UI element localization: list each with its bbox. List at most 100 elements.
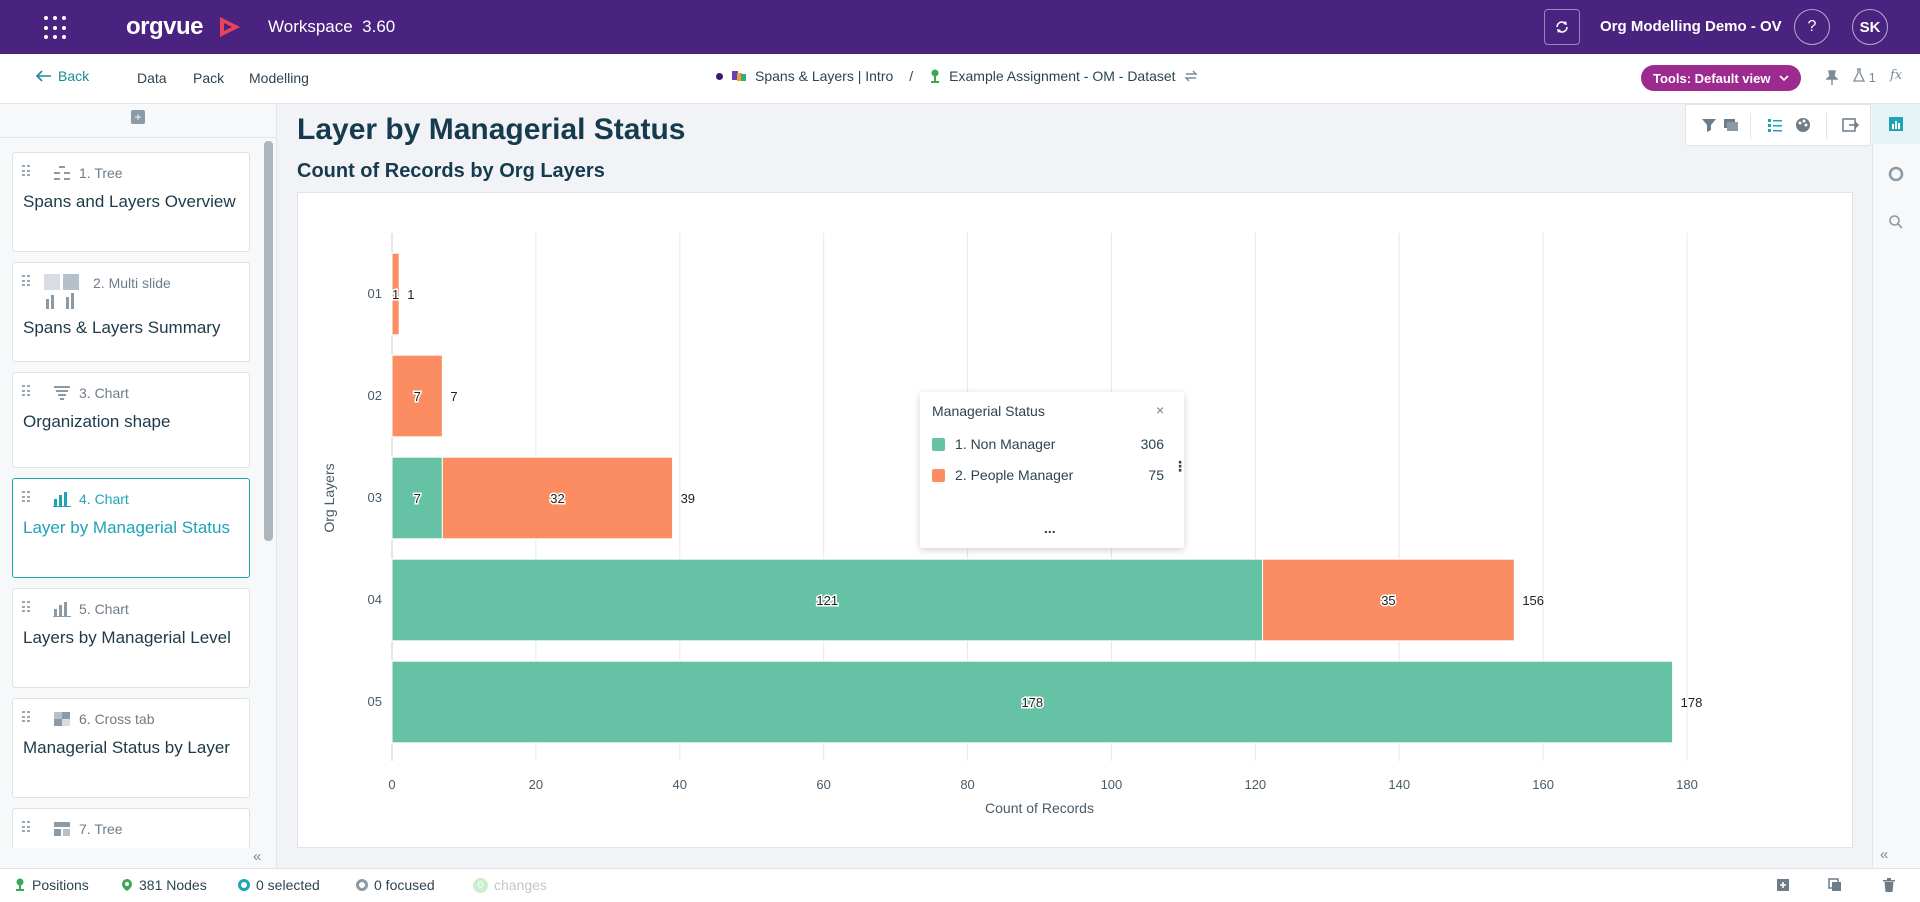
bar-chart-icon bbox=[53, 602, 71, 617]
sidebar-scrollbar[interactable] bbox=[264, 141, 273, 541]
slide-card-4[interactable]: 4. Chart Layer by Managerial Status bbox=[12, 478, 250, 578]
bar-segment-people-manager[interactable] bbox=[391, 252, 400, 336]
page-title: Layer by Managerial Status bbox=[297, 113, 686, 146]
focused-ring-icon bbox=[356, 879, 368, 891]
nodes-indicator[interactable]: 381 Nodes bbox=[121, 877, 207, 893]
slide-type-label: 7. Tree bbox=[79, 821, 123, 837]
slide-card-5[interactable]: 5. Chart Layers by Managerial Level bbox=[12, 588, 250, 688]
total-label: 7 bbox=[450, 389, 457, 404]
help-button[interactable]: ? bbox=[1794, 9, 1830, 45]
funnel-chart-icon bbox=[54, 386, 70, 400]
focused-indicator[interactable]: 0 focused bbox=[356, 877, 435, 893]
legend-popup[interactable]: Managerial Status × 1. Non Manager 306 2… bbox=[920, 392, 1187, 548]
export-icon[interactable] bbox=[1841, 116, 1859, 134]
drag-handle-icon[interactable] bbox=[22, 385, 30, 397]
slide-title: Layer by Managerial Status bbox=[23, 518, 230, 537]
bar-segment-non-manager[interactable] bbox=[391, 660, 1674, 744]
legend-item-non-manager[interactable]: 1. Non Manager 306 bbox=[932, 434, 1164, 454]
legend-more-button[interactable]: ... bbox=[1044, 520, 1056, 536]
drag-handle-icon[interactable] bbox=[22, 165, 30, 177]
slide-card-7[interactable]: 7. Tree bbox=[12, 808, 250, 848]
pin-icon[interactable] bbox=[1826, 70, 1838, 86]
legend-item-people-manager[interactable]: 2. People Manager 75 bbox=[932, 465, 1164, 485]
user-avatar[interactable]: SK bbox=[1852, 9, 1888, 45]
nav-modelling[interactable]: Modelling bbox=[249, 70, 309, 86]
bar-segment-people-manager[interactable] bbox=[1262, 558, 1515, 642]
pack-icon bbox=[732, 71, 746, 81]
tools-view-dropdown[interactable]: Tools: Default view bbox=[1641, 65, 1801, 91]
flask-counter[interactable]: 1 bbox=[1852, 68, 1876, 85]
add-icon[interactable] bbox=[1776, 878, 1790, 892]
slide-card-6[interactable]: 6. Cross tab Managerial Status by Layer bbox=[12, 698, 250, 798]
close-icon[interactable]: × bbox=[1156, 402, 1165, 418]
drag-handle-icon[interactable] bbox=[22, 491, 30, 503]
x-tick-label: 40 bbox=[673, 777, 687, 792]
layers-icon[interactable] bbox=[1722, 116, 1740, 134]
selected-count: 0 selected bbox=[256, 877, 320, 893]
chart-panel-icon[interactable] bbox=[1888, 116, 1904, 132]
slide-type-label: 6. Cross tab bbox=[79, 711, 155, 727]
bar-segment-people-manager[interactable] bbox=[441, 456, 674, 540]
y-tick-label: 03 bbox=[368, 490, 382, 505]
list-settings-icon[interactable] bbox=[1766, 116, 1784, 134]
palette-icon[interactable] bbox=[1794, 116, 1812, 134]
back-button[interactable]: Back bbox=[36, 68, 89, 84]
tools-label: Tools: Default view bbox=[1653, 70, 1771, 86]
drag-handle-icon[interactable] bbox=[22, 275, 30, 287]
slide-card-1[interactable]: 1. Tree Spans and Layers Overview bbox=[12, 152, 250, 252]
formula-button[interactable]: fx bbox=[1890, 68, 1903, 83]
legend-title: Managerial Status bbox=[932, 403, 1045, 419]
x-tick-label: 120 bbox=[1244, 777, 1266, 792]
orgvue-logo[interactable]: orgvue bbox=[126, 13, 204, 40]
bar-segment-non-manager[interactable] bbox=[391, 456, 443, 540]
slide-card-3[interactable]: 3. Chart Organization shape bbox=[12, 372, 250, 468]
project-name[interactable]: Org Modelling Demo - OV bbox=[1600, 18, 1782, 35]
slide-type: 5. Chart bbox=[53, 601, 129, 617]
delete-icon[interactable] bbox=[1882, 878, 1896, 892]
slide-card-2[interactable]: 2. Multi slide Spans & Layers Summary bbox=[12, 262, 250, 362]
collapse-rail-icon[interactable]: « bbox=[1880, 846, 1889, 863]
multi-slide-icon bbox=[44, 274, 79, 309]
y-tick-label: 04 bbox=[368, 592, 382, 607]
legend-menu-icon[interactable]: ⋮ bbox=[1173, 458, 1187, 474]
selected-indicator[interactable]: 0 selected bbox=[238, 877, 320, 893]
workspace-label: Workspace 3.60 bbox=[268, 17, 395, 37]
focused-count: 0 focused bbox=[374, 877, 435, 893]
slide-type: 1. Tree bbox=[53, 165, 123, 181]
cross-tab-icon bbox=[54, 712, 70, 726]
total-label: 39 bbox=[681, 491, 695, 506]
breadcrumb-pack[interactable]: Spans & Layers | Intro bbox=[755, 68, 894, 84]
sync-button[interactable] bbox=[1544, 9, 1580, 45]
toolbar-divider bbox=[1826, 113, 1827, 139]
data-label: 178 bbox=[1021, 695, 1043, 710]
drag-handle-icon[interactable] bbox=[22, 601, 30, 613]
legend-item-label: 1. Non Manager bbox=[955, 436, 1056, 452]
slide-type: 3. Chart bbox=[53, 385, 129, 401]
total-label: 156 bbox=[1522, 593, 1544, 608]
selected-ring-icon bbox=[238, 879, 250, 891]
bar-segment-people-manager[interactable] bbox=[391, 354, 443, 438]
positions-indicator[interactable]: Positions bbox=[14, 877, 89, 893]
nav-data[interactable]: Data bbox=[137, 70, 167, 86]
x-tick-label: 180 bbox=[1676, 777, 1698, 792]
changes-indicator[interactable]: 0 changes bbox=[473, 877, 547, 893]
duplicate-icon[interactable] bbox=[1828, 878, 1842, 892]
drag-handle-icon[interactable] bbox=[22, 821, 30, 833]
breadcrumb-dataset[interactable]: Example Assignment - OM - Dataset bbox=[949, 68, 1176, 84]
filter-icon[interactable] bbox=[1700, 116, 1718, 134]
drag-handle-icon[interactable] bbox=[22, 711, 30, 723]
workspace-version: 3.60 bbox=[362, 17, 396, 36]
collapse-sidebar-icon[interactable]: « bbox=[253, 848, 262, 865]
apps-grid-icon[interactable] bbox=[44, 16, 68, 40]
bar-chart-icon bbox=[53, 492, 71, 507]
nav-pack[interactable]: Pack bbox=[193, 70, 225, 86]
bar-segment-non-manager[interactable] bbox=[391, 558, 1264, 642]
x-tick-label: 80 bbox=[960, 777, 974, 792]
switch-dataset-icon[interactable] bbox=[1183, 70, 1198, 82]
tree-grid-icon bbox=[54, 822, 70, 836]
add-slide-button[interactable]: + bbox=[131, 110, 145, 124]
circle-icon[interactable] bbox=[1888, 166, 1904, 182]
data-label: 7 bbox=[414, 389, 421, 404]
x-axis-title: Count of Records bbox=[985, 800, 1094, 816]
search-icon[interactable] bbox=[1888, 214, 1904, 230]
